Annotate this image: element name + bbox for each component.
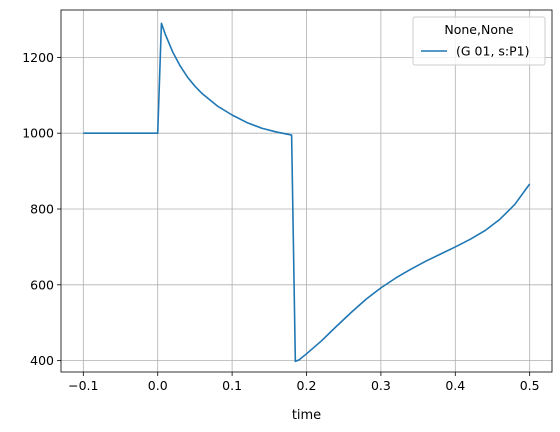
- ticks: −0.1 0.0 0.1 0.2 0.3 0.4 0.5 400 600 800 1000 1200: [22, 50, 539, 393]
- x-tick-label: 0.2: [297, 378, 317, 393]
- y-tick-label: 800: [30, 202, 54, 217]
- legend: None,None (G 01, s:P1): [412, 16, 546, 66]
- x-tick-label: 0.4: [445, 378, 465, 393]
- series-layer: [83, 22, 531, 363]
- x-tick-label: 0.3: [371, 378, 391, 393]
- x-tick-label: 0.1: [222, 378, 242, 393]
- y-tick-label: 1200: [22, 50, 54, 65]
- x-tick-label: 0.0: [148, 378, 168, 393]
- legend-box: [412, 16, 546, 66]
- y-tick-label: 1000: [22, 126, 54, 141]
- x-tick-label: −0.1: [68, 378, 98, 393]
- y-tick-label: 400: [30, 353, 54, 368]
- x-tick-label: 0.5: [520, 378, 540, 393]
- legend-series-label: (G 01, s:P1): [456, 44, 529, 59]
- legend-title: None,None: [444, 22, 514, 37]
- x-axis-label: time: [292, 408, 321, 423]
- grid: [61, 10, 552, 372]
- y-tick-label: 600: [30, 277, 54, 292]
- series-line: [83, 22, 531, 363]
